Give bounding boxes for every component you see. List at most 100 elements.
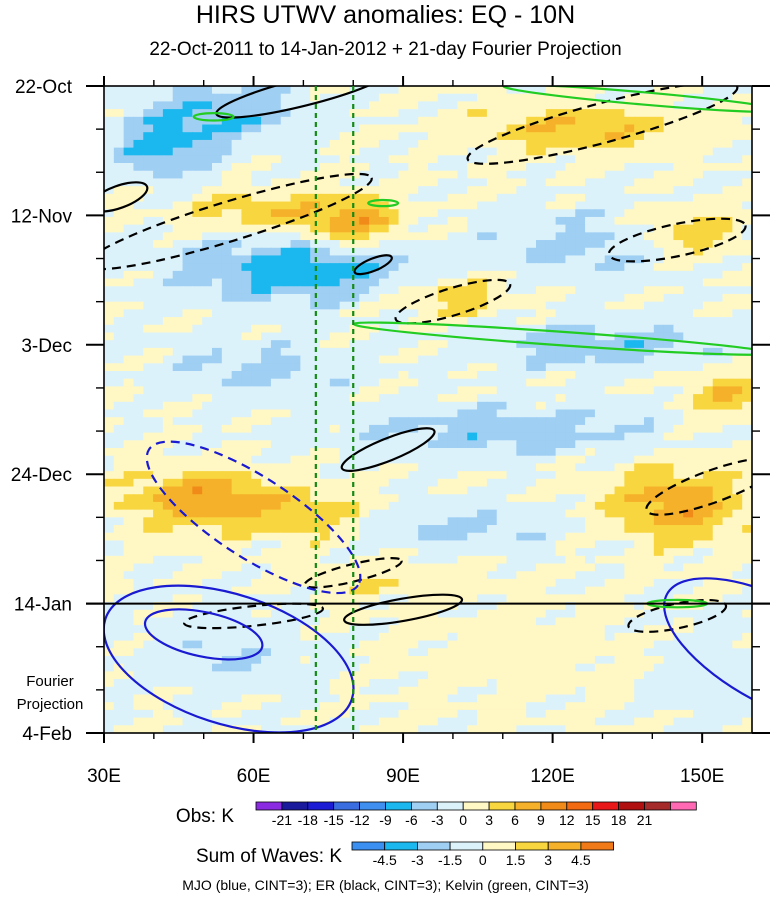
- field-cell: [349, 163, 360, 172]
- field-cell: [398, 548, 409, 557]
- field-cell: [408, 193, 419, 203]
- field-cell: [516, 355, 527, 364]
- field-cell: [428, 655, 439, 665]
- field-cell: [300, 309, 311, 318]
- field-cell: [732, 124, 743, 133]
- field-cell: [673, 363, 684, 372]
- field-cell: [742, 201, 752, 210]
- field-cell: [477, 594, 488, 603]
- field-cell: [212, 101, 223, 110]
- field-cell: [153, 186, 164, 195]
- field-cell: [644, 293, 655, 303]
- field-cell: [526, 609, 537, 619]
- field-cell: [732, 186, 743, 195]
- field-cell: [624, 509, 635, 518]
- field-cell: [742, 278, 752, 287]
- field-cell: [349, 155, 360, 164]
- field-cell: [172, 432, 184, 441]
- field-cell: [241, 247, 252, 257]
- field-cell: [349, 109, 360, 118]
- field-cell: [565, 170, 576, 180]
- field-cell: [398, 401, 409, 411]
- field-cell: [221, 324, 233, 334]
- field-cell: [153, 571, 164, 580]
- field-cell: [545, 178, 557, 187]
- anomaly-field: [104, 86, 752, 733]
- field-cell: [693, 247, 704, 257]
- field-cell: [712, 347, 724, 357]
- field-cell: [683, 301, 694, 310]
- field-cell: [693, 324, 704, 334]
- field-cell: [732, 609, 743, 619]
- field-cell: [644, 363, 655, 372]
- field-cell: [457, 278, 468, 287]
- field-cell: [300, 293, 311, 303]
- field-cell: [133, 216, 144, 226]
- field-cell: [359, 193, 370, 203]
- field-cell: [486, 409, 498, 418]
- field-cell: [447, 263, 459, 272]
- field-cell: [270, 655, 282, 665]
- field-cell: [369, 655, 380, 665]
- field-cell: [742, 455, 752, 465]
- field-cell: [516, 578, 527, 588]
- field-cell: [388, 409, 400, 418]
- field-cell: [555, 255, 567, 264]
- field-cell: [457, 555, 468, 565]
- field-cell: [290, 324, 301, 334]
- field-cell: [565, 255, 576, 264]
- field-cell: [280, 301, 292, 310]
- field-cell: [644, 216, 655, 226]
- field-cell: [398, 186, 409, 195]
- field-cell: [575, 163, 586, 172]
- field-cell: [447, 548, 459, 557]
- field-cell: [526, 578, 537, 588]
- field-cell: [526, 347, 537, 357]
- field-cell: [241, 147, 252, 156]
- field-cell: [418, 209, 429, 218]
- field-cell: [202, 509, 213, 518]
- field-cell: [604, 501, 616, 511]
- field-cell: [418, 347, 429, 357]
- field-cell: [624, 540, 635, 549]
- field-cell: [290, 147, 301, 156]
- field-cell: [634, 86, 645, 95]
- field-cell: [300, 317, 311, 326]
- field-cell: [398, 163, 409, 172]
- field-cell: [673, 355, 684, 364]
- field-cell: [486, 548, 498, 557]
- field-cell: [221, 317, 233, 326]
- field-cell: [241, 448, 252, 457]
- field-cell: [153, 486, 164, 495]
- field-cell: [732, 424, 743, 434]
- field-cell: [604, 301, 616, 310]
- field-cell: [172, 163, 184, 172]
- field-cell: [133, 440, 144, 449]
- field-cell: [133, 417, 144, 426]
- field-cell: [732, 471, 743, 480]
- field-cell: [172, 494, 184, 503]
- field-cell: [506, 555, 517, 565]
- field-cell: [467, 632, 478, 642]
- field-cell: [320, 317, 331, 326]
- field-cell: [663, 163, 675, 172]
- field-cell: [428, 525, 439, 534]
- field-cell: [673, 617, 684, 626]
- field-cell: [614, 224, 625, 233]
- field-cell: [575, 355, 586, 364]
- field-cell: [545, 563, 557, 572]
- field-cell: [496, 86, 508, 95]
- field-cell: [604, 602, 616, 611]
- field-cell: [467, 124, 478, 133]
- field-cell: [290, 209, 301, 218]
- field-cell: [329, 471, 341, 480]
- field-cell: [153, 347, 164, 357]
- field-cell: [192, 663, 203, 672]
- field-cell: [339, 340, 351, 349]
- field-cell: [329, 632, 341, 642]
- field-cell: [634, 401, 645, 411]
- field-cell: [428, 286, 439, 295]
- field-cell: [153, 455, 164, 465]
- field-cell: [231, 478, 243, 488]
- field-cell: [447, 417, 459, 426]
